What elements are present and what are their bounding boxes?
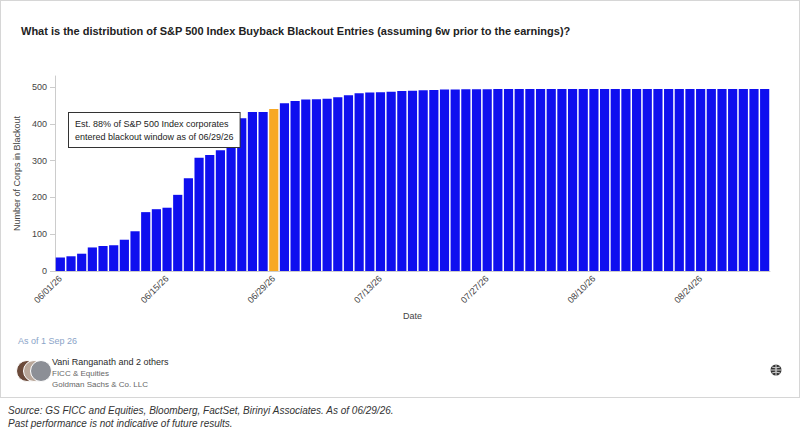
svg-text:07/13/26: 07/13/26 [352, 273, 384, 305]
svg-text:300: 300 [32, 156, 47, 166]
svg-text:Number of Corps in Blackout: Number of Corps in Blackout [12, 115, 22, 231]
svg-text:08/24/26: 08/24/26 [672, 273, 704, 305]
svg-text:06/29/26: 06/29/26 [245, 273, 277, 305]
svg-text:entered blackout window as of: entered blackout window as of 06/29/26 [75, 132, 234, 142]
svg-text:400: 400 [32, 119, 47, 129]
html-text:FICC & Equities: FICC & Equities [52, 369, 109, 378]
svg-text:06/15/26: 06/15/26 [139, 273, 171, 305]
svg-text:0: 0 [42, 266, 47, 276]
svg-text:100: 100 [32, 229, 47, 239]
html-text:Vani Ranganath and 2 others: Vani Ranganath and 2 others [52, 357, 169, 367]
html-text:Past performance is not indica: Past performance is not indicative of fu… [8, 418, 233, 429]
svg-text:06/01/26: 06/01/26 [32, 273, 64, 305]
html-text:Source: GS FICC and Equities,: Source: GS FICC and Equities, Bloomberg,… [8, 405, 394, 416]
html-text:As of 1 Sep 26: As of 1 Sep 26 [18, 336, 77, 346]
svg-text:200: 200 [32, 192, 47, 202]
svg-text:07/27/26: 07/27/26 [459, 273, 491, 305]
html-text:Goldman Sachs & Co. LLC: Goldman Sachs & Co. LLC [52, 380, 148, 389]
svg-text:500: 500 [32, 82, 47, 92]
svg-text:Est. 88% of S&P 500 Index corp: Est. 88% of S&P 500 Index corporates [75, 119, 229, 129]
svg-text:What is the distribution of S&: What is the distribution of S&P 500 Inde… [21, 25, 571, 37]
svg-text:08/10/26: 08/10/26 [566, 273, 598, 305]
svg-text:Date: Date [403, 311, 422, 321]
